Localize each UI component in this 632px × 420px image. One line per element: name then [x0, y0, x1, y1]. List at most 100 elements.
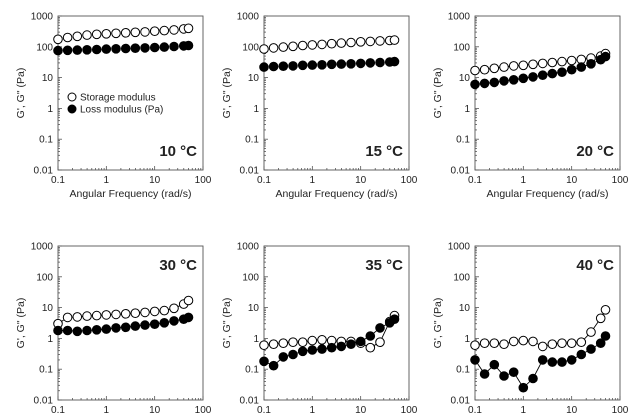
storage-modulus-point	[62, 32, 73, 43]
y-tick-label: 1	[47, 104, 53, 115]
loss-modulus-point	[288, 349, 298, 360]
temperature-label: 20 °C	[576, 143, 614, 160]
y-tick-label: 10	[248, 73, 260, 84]
temperature-label: 35 °C	[365, 257, 403, 274]
loss-modulus-point	[595, 338, 606, 349]
y-tick-label: 1	[253, 104, 259, 115]
storage-modulus-point	[528, 59, 538, 70]
storage-modulus-point	[365, 36, 376, 47]
loss-modulus-point	[278, 352, 289, 362]
storage-modulus-point	[346, 37, 356, 48]
storage-modulus-point	[336, 38, 347, 48]
storage-modulus-point	[278, 42, 289, 52]
loss-modulus-point	[576, 349, 587, 360]
loss-modulus-point	[317, 60, 327, 70]
loss-modulus-point	[389, 314, 400, 325]
storage-modulus-point	[489, 63, 500, 74]
loss-modulus-point	[149, 319, 160, 330]
plot-frame	[474, 245, 621, 401]
storage-modulus-point	[499, 62, 509, 72]
y-axis-title: G', G" (Pa)	[15, 298, 27, 349]
storage-modulus-point	[111, 28, 121, 39]
storage-modulus-point	[537, 58, 548, 69]
y-tick-label: 1000	[448, 12, 471, 23]
y-tick-label: 10	[42, 303, 54, 314]
x-tick-label: 10	[355, 405, 367, 415]
storage-modulus-point	[547, 57, 558, 68]
storage-modulus-point	[479, 338, 490, 349]
storage-modulus-point	[518, 60, 529, 71]
loss-modulus-point	[159, 318, 170, 328]
loss-modulus-point	[149, 42, 160, 53]
loss-modulus-point	[130, 43, 141, 54]
storage-modulus-point	[499, 339, 509, 350]
loss-modulus-point	[101, 324, 112, 334]
y-tick-label: 100	[242, 272, 259, 283]
loss-modulus-point	[268, 61, 279, 72]
x-tick-label: 0.1	[51, 405, 65, 415]
x-tick-label: 1	[310, 405, 316, 415]
loss-modulus-point	[528, 373, 538, 384]
x-tick-label: 1	[310, 175, 316, 186]
loss-modulus-point	[499, 76, 509, 86]
loss-modulus-point	[499, 371, 509, 381]
storage-modulus-point	[82, 30, 92, 40]
loss-modulus-point	[518, 73, 529, 84]
y-axis-title: G', G" (Pa)	[432, 298, 444, 349]
x-tick-label: 100	[195, 175, 212, 186]
storage-modulus-point	[91, 29, 102, 40]
loss-modulus-point	[82, 45, 92, 55]
y-axis-title: G', G" (Pa)	[221, 68, 233, 119]
storage-modulus-point	[101, 29, 112, 39]
loss-modulus-point	[489, 359, 500, 370]
storage-modulus-point	[355, 37, 366, 47]
x-axis-title: Angular Frequency (rad/s)	[487, 188, 609, 200]
storage-modulus-point	[278, 338, 289, 349]
storage-modulus-point	[149, 306, 160, 317]
storage-modulus-point	[326, 38, 337, 49]
loss-modulus-point	[600, 51, 611, 62]
x-axis-title: Angular Frequency (rad/s)	[276, 188, 398, 200]
y-tick-label: 1	[464, 104, 470, 115]
loss-modulus-point	[111, 323, 121, 333]
y-tick-label: 1	[464, 334, 470, 345]
loss-modulus-point	[82, 325, 92, 336]
legend-marker-storage	[67, 92, 77, 102]
loss-modulus-point	[346, 59, 356, 69]
storage-modulus-point	[169, 25, 179, 35]
loss-modulus-point	[72, 326, 83, 337]
storage-modulus-point	[557, 56, 567, 67]
loss-modulus-point	[508, 75, 519, 85]
storage-modulus-point	[297, 337, 308, 348]
loss-modulus-point	[479, 369, 490, 379]
storage-modulus-point	[183, 23, 194, 34]
storage-modulus-point	[82, 311, 92, 321]
x-tick-label: 1	[521, 175, 527, 186]
storage-modulus-point	[288, 41, 298, 52]
loss-modulus-point	[537, 70, 548, 80]
x-tick-label: 10	[566, 175, 578, 186]
y-tick-label: 100	[242, 42, 259, 53]
y-axis-title: G', G" (Pa)	[15, 68, 27, 119]
storage-modulus-point	[470, 340, 480, 351]
loss-modulus-point	[326, 342, 337, 353]
y-tick-label: 0.01	[240, 166, 260, 177]
y-tick-label: 0.01	[34, 396, 54, 407]
storage-modulus-point	[268, 339, 279, 350]
loss-modulus-point	[62, 325, 73, 336]
loss-modulus-point	[470, 355, 480, 365]
y-tick-label: 100	[36, 272, 53, 283]
loss-modulus-point	[101, 44, 112, 54]
x-tick-label: 0.1	[257, 405, 271, 415]
x-tick-label: 100	[612, 405, 629, 415]
legend-label-loss: Loss modulus (Pa)	[80, 105, 163, 116]
storage-modulus-point	[528, 336, 538, 347]
temperature-label: 30 °C	[159, 257, 197, 274]
storage-modulus-point	[317, 39, 327, 50]
loss-modulus-point	[557, 357, 567, 367]
storage-modulus-point	[557, 338, 567, 349]
storage-modulus-point	[470, 65, 480, 76]
y-tick-label: 0.1	[456, 135, 470, 146]
